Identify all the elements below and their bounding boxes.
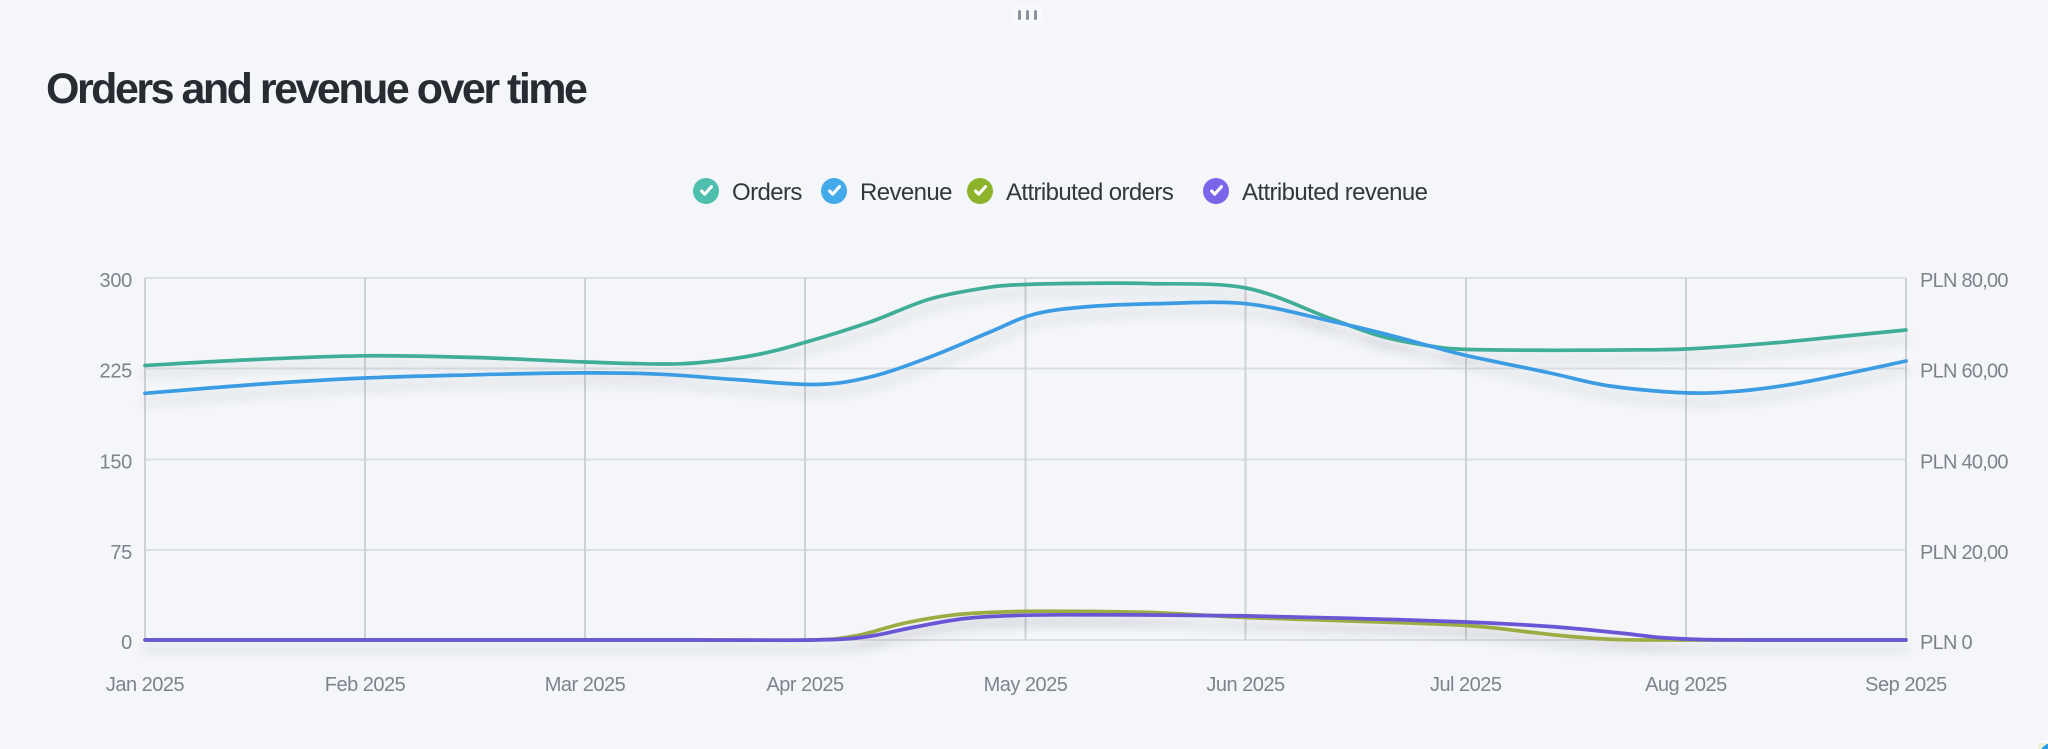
svg-text:PLN 0: PLN 0 [1920, 632, 1972, 654]
svg-text:Apr 2025: Apr 2025 [766, 674, 844, 696]
svg-text:PLN 80,00: PLN 80,00 [1920, 270, 2008, 292]
svg-text:75: 75 [110, 542, 132, 564]
svg-text:PLN 60,00: PLN 60,00 [1920, 361, 2008, 383]
svg-text:225: 225 [100, 361, 133, 383]
svg-text:Sep 2025: Sep 2025 [1865, 674, 1947, 696]
svg-text:Feb 2025: Feb 2025 [325, 674, 406, 696]
svg-text:PLN 20,00: PLN 20,00 [1920, 542, 2008, 564]
svg-text:May 2025: May 2025 [984, 674, 1068, 696]
svg-text:Aug 2025: Aug 2025 [1645, 674, 1727, 696]
svg-text:Jan 2025: Jan 2025 [106, 674, 185, 696]
svg-text:150: 150 [100, 452, 133, 474]
svg-text:300: 300 [100, 270, 133, 292]
svg-text:PLN 40,00: PLN 40,00 [1920, 452, 2008, 474]
svg-text:Jul 2025: Jul 2025 [1430, 674, 1502, 696]
svg-text:0: 0 [121, 632, 132, 654]
svg-text:Jun 2025: Jun 2025 [1206, 674, 1285, 696]
svg-text:Mar 2025: Mar 2025 [545, 674, 626, 696]
